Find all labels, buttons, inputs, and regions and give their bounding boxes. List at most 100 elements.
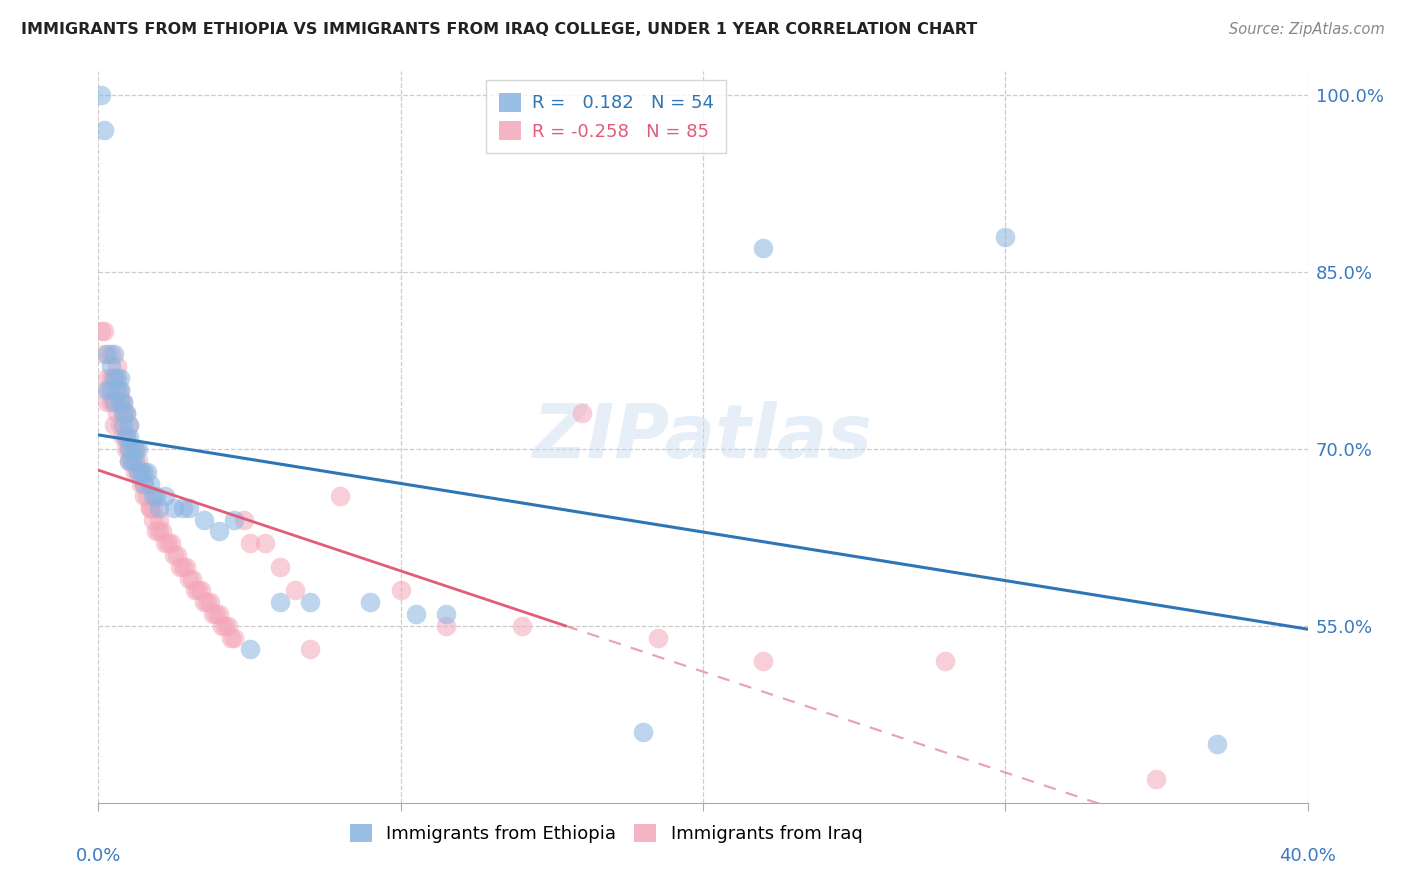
- Point: [217, 619, 239, 633]
- Point: [181, 572, 204, 586]
- Point: [103, 371, 125, 385]
- Point: [100, 359, 122, 374]
- Point: [114, 407, 136, 421]
- Point: [96, 383, 118, 397]
- Point: [111, 407, 134, 421]
- Point: [284, 583, 307, 598]
- Point: [114, 430, 136, 444]
- Point: [169, 559, 191, 574]
- Point: [360, 595, 382, 609]
- Point: [269, 595, 291, 609]
- Point: [389, 583, 412, 598]
- Point: [934, 654, 956, 668]
- Point: [127, 453, 149, 467]
- Point: [108, 383, 131, 397]
- Point: [108, 418, 131, 433]
- Point: [103, 418, 125, 433]
- Point: [179, 572, 201, 586]
- Point: [90, 87, 112, 102]
- Point: [118, 442, 141, 456]
- Point: [121, 453, 143, 467]
- Point: [132, 466, 155, 480]
- Point: [148, 524, 170, 539]
- Point: [1144, 772, 1167, 787]
- Point: [994, 229, 1017, 244]
- Point: [647, 631, 669, 645]
- Point: [187, 583, 209, 598]
- Point: [105, 371, 128, 385]
- Point: [172, 559, 194, 574]
- Point: [90, 324, 112, 338]
- Point: [103, 394, 125, 409]
- Point: [105, 359, 128, 374]
- Text: 0.0%: 0.0%: [76, 847, 121, 864]
- Point: [153, 536, 176, 550]
- Point: [129, 466, 152, 480]
- Point: [205, 607, 228, 621]
- Point: [405, 607, 427, 621]
- Text: 40.0%: 40.0%: [1279, 847, 1336, 864]
- Point: [221, 631, 243, 645]
- Point: [127, 466, 149, 480]
- Point: [108, 383, 131, 397]
- Point: [148, 500, 170, 515]
- Point: [139, 477, 162, 491]
- Point: [127, 442, 149, 456]
- Point: [111, 407, 134, 421]
- Point: [434, 619, 457, 633]
- Point: [118, 453, 141, 467]
- Point: [108, 394, 131, 409]
- Point: [118, 418, 141, 433]
- Point: [224, 631, 246, 645]
- Point: [163, 548, 186, 562]
- Point: [179, 500, 201, 515]
- Point: [163, 500, 186, 515]
- Point: [166, 548, 188, 562]
- Point: [571, 407, 593, 421]
- Point: [190, 583, 212, 598]
- Point: [100, 383, 122, 397]
- Point: [132, 477, 155, 491]
- Point: [111, 418, 134, 433]
- Point: [148, 513, 170, 527]
- Point: [129, 466, 152, 480]
- Point: [100, 347, 122, 361]
- Point: [269, 559, 291, 574]
- Point: [118, 418, 141, 433]
- Point: [118, 453, 141, 467]
- Point: [121, 442, 143, 456]
- Point: [105, 383, 128, 397]
- Point: [150, 524, 173, 539]
- Point: [214, 619, 236, 633]
- Point: [752, 241, 775, 255]
- Point: [153, 489, 176, 503]
- Point: [193, 595, 215, 609]
- Point: [145, 524, 167, 539]
- Point: [96, 383, 118, 397]
- Point: [253, 536, 276, 550]
- Point: [174, 559, 197, 574]
- Point: [200, 595, 222, 609]
- Point: [142, 513, 165, 527]
- Point: [93, 123, 115, 137]
- Point: [184, 583, 207, 598]
- Point: [142, 500, 165, 515]
- Point: [510, 619, 533, 633]
- Point: [1206, 737, 1229, 751]
- Text: ZIPatlas: ZIPatlas: [533, 401, 873, 474]
- Point: [160, 536, 183, 550]
- Point: [96, 394, 118, 409]
- Point: [111, 394, 134, 409]
- Point: [103, 347, 125, 361]
- Legend: Immigrants from Ethiopia, Immigrants from Iraq: Immigrants from Ethiopia, Immigrants fro…: [342, 815, 872, 852]
- Point: [139, 500, 162, 515]
- Point: [105, 383, 128, 397]
- Point: [752, 654, 775, 668]
- Point: [132, 477, 155, 491]
- Point: [103, 394, 125, 409]
- Point: [93, 347, 115, 361]
- Point: [172, 500, 194, 515]
- Point: [156, 536, 179, 550]
- Point: [329, 489, 352, 503]
- Point: [208, 524, 231, 539]
